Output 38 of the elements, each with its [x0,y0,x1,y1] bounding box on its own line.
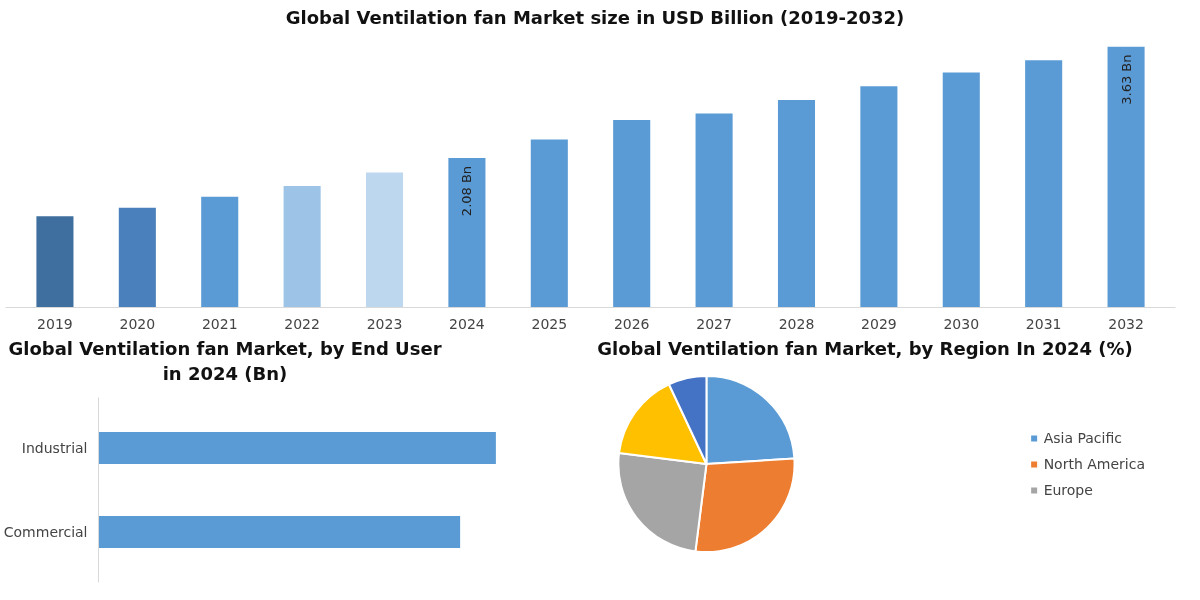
bar [118,207,156,308]
chart-title: Global Ventilation fan Market size in USD Billion (2019-2032) [284,6,906,30]
bar [860,85,898,308]
x-tick-label: 2032 [1108,315,1144,332]
bar [36,215,74,308]
bar [448,157,486,308]
x-tick-label: 2023 [366,315,403,332]
y-tick-label: Commercial [3,524,88,541]
x-tick-label: 2028 [778,315,815,332]
bar [1107,46,1145,308]
bar [201,196,239,308]
bar [777,99,816,308]
x-tick-label: 2021 [201,315,238,332]
x-tick-label: 2024 [449,315,485,332]
legend-label: Europe [1043,481,1093,498]
legend-label: Asia Pacific [1043,429,1122,446]
y-tick-label: Industrial [21,440,88,457]
data-label: 3.63 Bn [1118,54,1134,105]
chart-title: Global Ventilation fan Market, by Region In 2024 (%) [596,336,1134,361]
x-tick-label: 2030 [943,315,980,332]
bar [613,119,651,308]
x-tick-label: 2026 [613,315,650,332]
x-tick-label: 2025 [531,315,568,332]
bar [530,139,568,308]
legend-label: North America [1043,455,1145,472]
bar [365,172,404,308]
x-tick-label: 2031 [1025,315,1062,332]
bar [283,185,321,308]
data-label: 2.08 Bn [459,165,475,216]
bar [695,113,733,308]
x-tick-label: 2020 [119,315,156,332]
x-tick-label: 2019 [37,315,73,332]
chart-title: Global Ventilation fan Market, by End User in 2024 (Bn) [7,336,443,387]
x-tick-label: 2029 [861,315,897,332]
bar [942,72,980,308]
bar [1025,60,1063,308]
x-tick-label: 2022 [284,315,320,332]
x-tick-label: 2027 [696,315,732,332]
